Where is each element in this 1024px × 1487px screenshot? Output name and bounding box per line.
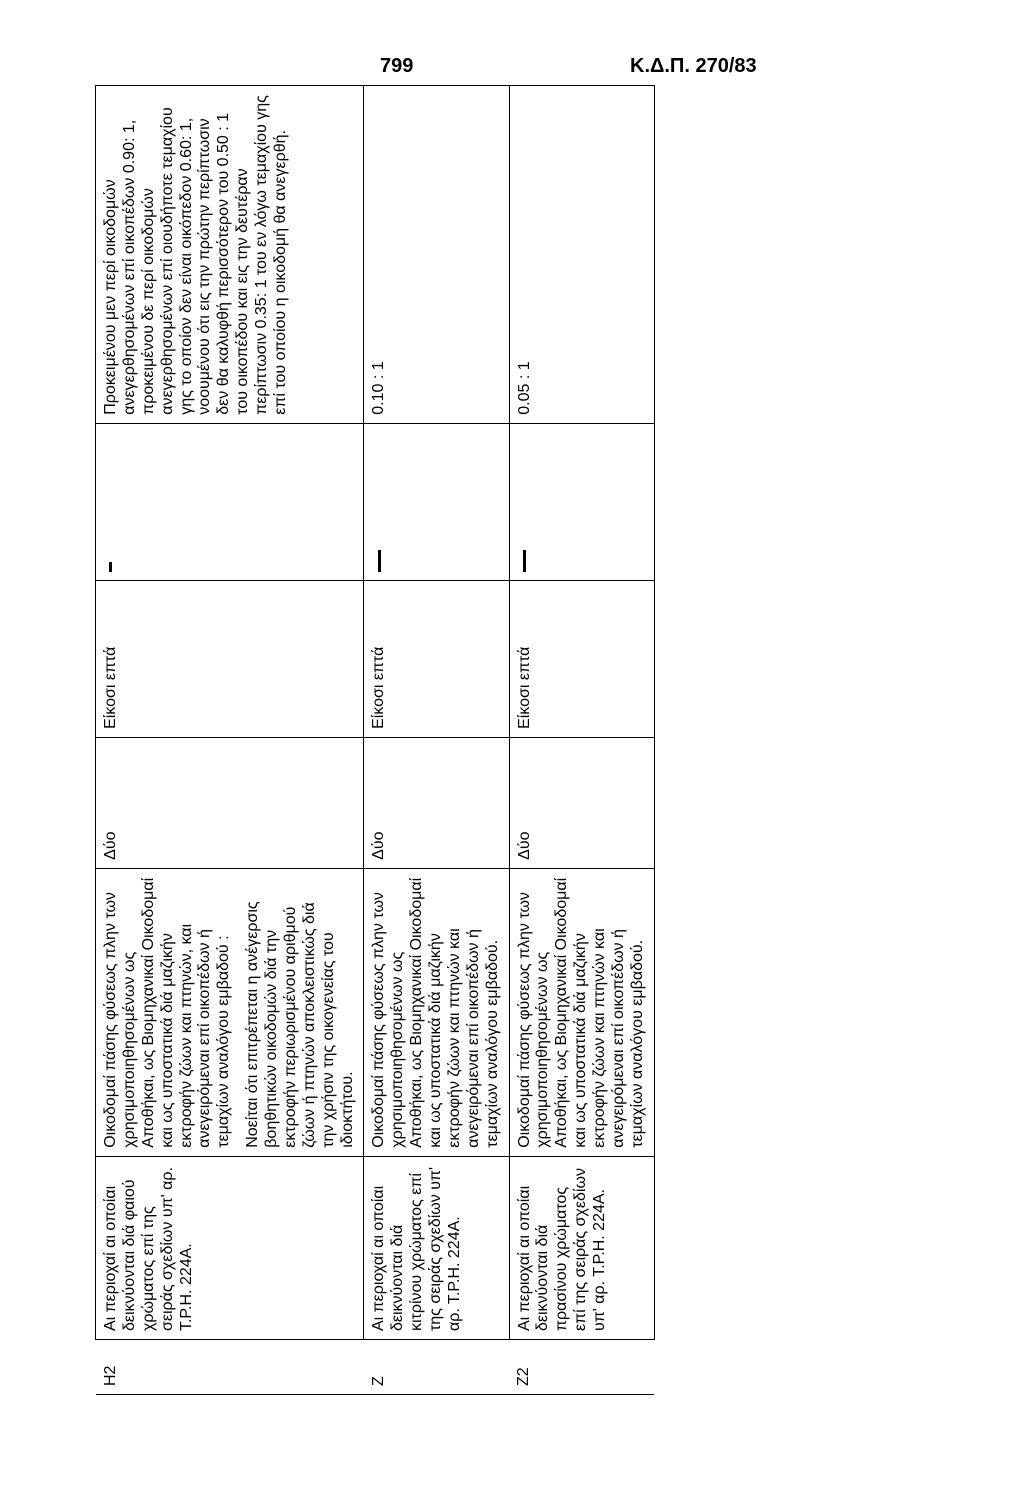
ratio-text: Προκειμένου μεν περί οικοδομών ανεγερθησ… bbox=[96, 86, 364, 424]
dash-cell bbox=[96, 423, 364, 580]
building-description: Οικοδομαί πάσης φύσεως πλην των χρησιμοπ… bbox=[96, 868, 364, 1156]
dash-cell bbox=[509, 423, 654, 580]
table-row: Ζ2 Αι περιοχαί αι οποίαι δεικνύονται διά… bbox=[509, 86, 654, 1395]
dash-icon bbox=[523, 550, 526, 572]
dash-icon bbox=[378, 550, 381, 572]
dash-icon bbox=[109, 562, 112, 572]
value-two: Δύο bbox=[364, 737, 509, 868]
rotated-table-container: Η2 Αι περιοχαί αι οποίαι δεικνύονται διά… bbox=[95, 85, 895, 1395]
value-twentyseven: Είκοσι επτά bbox=[364, 580, 509, 737]
desc-paragraph: Νοείται ότι επιτρέπεται η ανέγερσις βοηθ… bbox=[244, 877, 357, 1148]
value-two: Δύο bbox=[96, 737, 364, 868]
zone-code: Ζ bbox=[364, 1340, 509, 1395]
page: 799 Κ.Δ.Π. 270/83 Η2 Αι περιοχαί αι οποί… bbox=[0, 0, 1024, 1487]
dash-cell bbox=[364, 423, 509, 580]
value-twentyseven: Είκοσι επτά bbox=[509, 580, 654, 737]
zoning-table: Η2 Αι περιοχαί αι οποίαι δεικνύονται διά… bbox=[95, 85, 655, 1395]
ratio-text: 0.10 : 1 bbox=[364, 86, 509, 424]
building-description: Οικοδομαί πάσης φύσεως πλην των χρησιμοπ… bbox=[364, 868, 509, 1156]
zone-code: Η2 bbox=[96, 1340, 364, 1395]
area-description: Αι περιοχαί αι οποίαι δεικνύονται διά κι… bbox=[364, 1156, 509, 1339]
desc-paragraph: Οικοδομαί πάσης φύσεως πλην των χρησιμοπ… bbox=[102, 877, 234, 1148]
table-row: Ζ Αι περιοχαί αι οποίαι δεικνύονται διά … bbox=[364, 86, 509, 1395]
document-reference: Κ.Δ.Π. 270/83 bbox=[630, 55, 757, 78]
zone-code: Ζ2 bbox=[509, 1340, 654, 1395]
value-two: Δύο bbox=[509, 737, 654, 868]
value-twentyseven: Είκοσι επτά bbox=[96, 580, 364, 737]
building-description: Οικοδομαί πάσης φύσεως πλην των χρησιμοπ… bbox=[509, 868, 654, 1156]
page-number: 799 bbox=[380, 55, 413, 78]
ratio-text: 0.05 : 1 bbox=[509, 86, 654, 424]
area-description: Αι περιοχαί αι οποίαι δεικνύονται διά πρ… bbox=[509, 1156, 654, 1339]
table-row: Η2 Αι περιοχαί αι οποίαι δεικνύονται διά… bbox=[96, 86, 364, 1395]
area-description: Αι περιοχαί αι οποίαι δεικνύονται διά φα… bbox=[96, 1156, 364, 1339]
